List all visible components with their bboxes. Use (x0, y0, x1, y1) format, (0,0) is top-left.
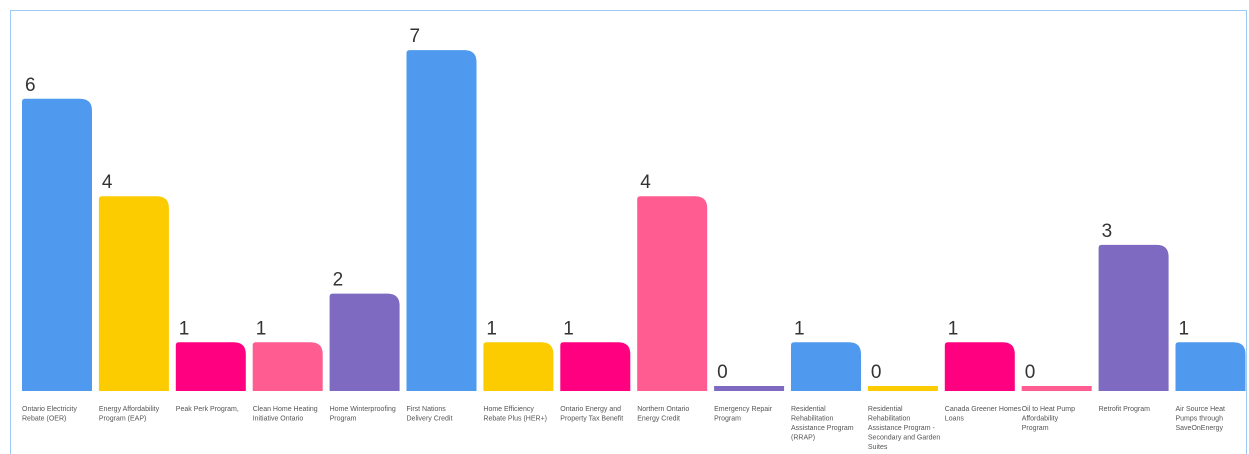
category-label: Home Efficiency Rebate Plus (HER+) (483, 406, 547, 423)
bar-retrofit-program (1098, 244, 1169, 391)
category-label: Clean Home Heating Initiative Ontario (253, 406, 318, 423)
category-label: Oil to Heat Pump Affordability Program (1022, 406, 1075, 432)
value-label: 1 (486, 318, 497, 339)
value-label: 3 (1102, 221, 1113, 242)
category-label: Northern Ontario Energy Credit (637, 406, 689, 423)
bar-energy-affordability-program-eap (98, 196, 169, 391)
value-label: 1 (179, 318, 190, 339)
bar-northern-ontario-energy-credit (637, 196, 708, 391)
value-label: 4 (102, 172, 113, 193)
bar-ontario-energy-and-property-tax-benefit (560, 342, 631, 391)
category-label: Peak Perk Program, (176, 406, 239, 413)
value-label: 1 (794, 318, 805, 339)
value-label: 1 (563, 318, 574, 339)
category-label: Ontario Energy and Property Tax Benefit (560, 406, 623, 423)
bar-peak-perk-program (175, 342, 246, 391)
category-label: Residential Rehabilitation Assistance Prog… (791, 406, 854, 442)
bar-first-nations-delivery-credit (406, 50, 477, 391)
bar-canada-greener-homes-loans (944, 342, 1015, 391)
category-label: Residential Rehabilitation Assistance Prog… (868, 406, 940, 451)
value-label: 0 (717, 362, 728, 383)
bar-residential-rehabilitation-assistance-program-secondary-and-garden-suites (867, 386, 938, 391)
bar-emergency-repair-program (714, 386, 785, 391)
bar-home-efficiency-rebate-plus-her (483, 342, 554, 391)
category-label: First Nations Delivery Credit (407, 406, 453, 423)
value-label: 1 (256, 318, 267, 339)
category-label: Ontario Electricity Rebate (OER) (22, 406, 77, 423)
bar-clean-home-heating-initiative-ontario (252, 342, 323, 391)
value-label: 2 (333, 270, 344, 291)
category-label: Energy Affordability Program (EAP) (99, 406, 160, 423)
value-label: 7 (410, 26, 421, 47)
bar-residential-rehabilitation-assistance-program-rrap (791, 342, 861, 391)
value-label: 1 (948, 318, 959, 339)
bar-home-winterproofing-program (329, 293, 400, 391)
bar-oil-to-heat-pump-affordability-program (1021, 386, 1092, 391)
bar-air-source-heat-pumps-through-saveonenergy (1175, 342, 1246, 391)
category-label: Home Winterproofing Program (330, 406, 396, 423)
category-label: Canada Greener Homes Loans (945, 406, 1022, 423)
value-label: 4 (640, 172, 651, 193)
value-label: 1 (1179, 318, 1190, 339)
value-label: 6 (25, 75, 36, 96)
bar-ontario-electricity-rebate-oer (22, 98, 92, 392)
value-label: 0 (1025, 362, 1036, 383)
category-label: Air Source Heat Pumps through SaveOnEnergy (1176, 406, 1225, 432)
category-label: Retrofit Program (1099, 406, 1151, 413)
category-label: Emergency Repair Program (714, 406, 773, 423)
value-label: 0 (871, 362, 882, 383)
